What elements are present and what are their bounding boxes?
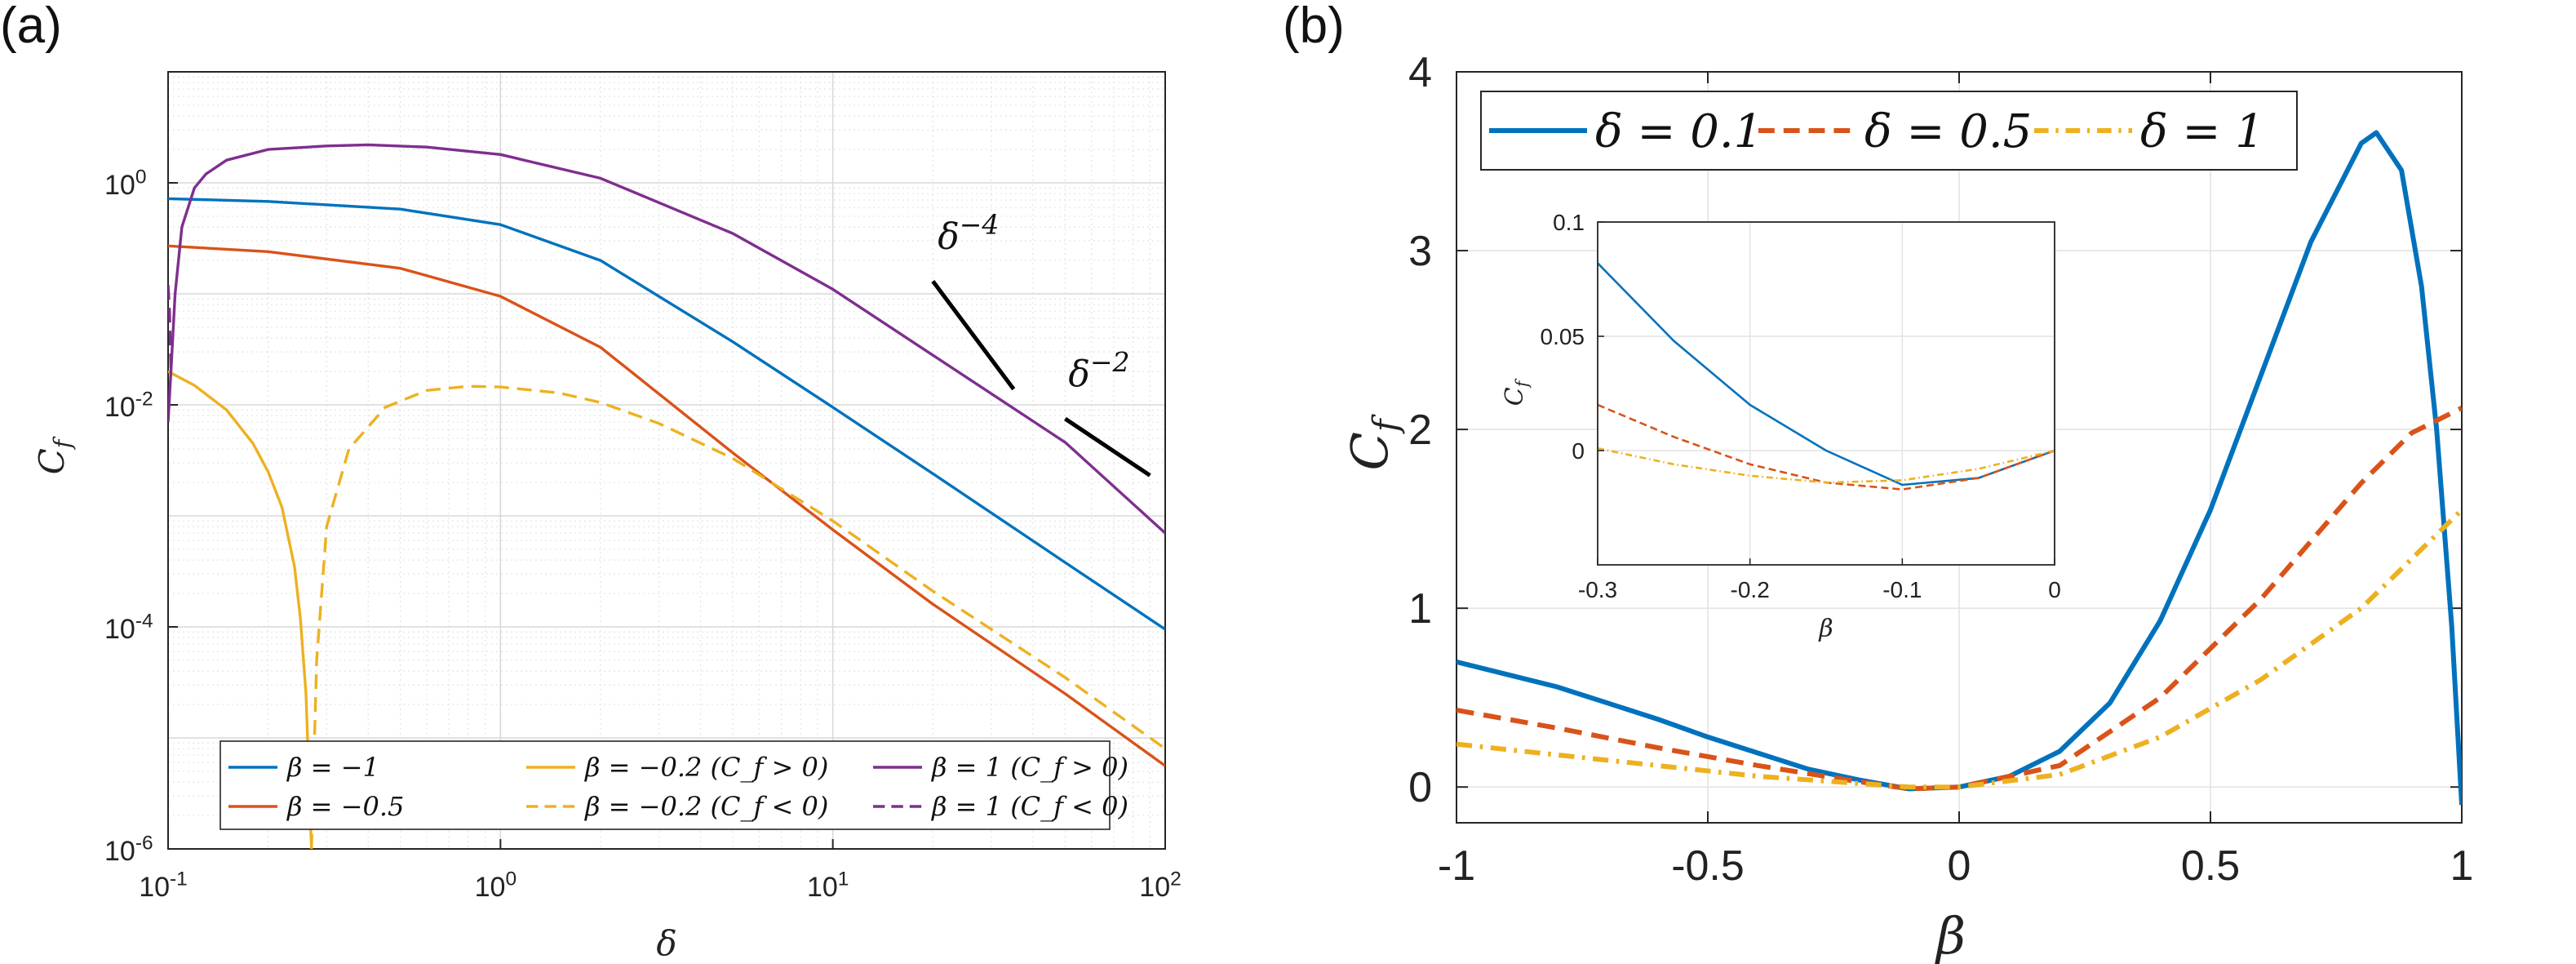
y-tick-label: 100 [104, 167, 146, 201]
series-line-0 [168, 197, 1165, 631]
y-tick-label: 3 [1408, 228, 1432, 275]
series-line-4 [168, 143, 1165, 535]
series-line-2 [168, 370, 313, 849]
legend-label-1: δ = 0.5 [1864, 105, 2032, 158]
y-axis-label: Cf [32, 436, 77, 474]
x-tick-label: 100 [475, 868, 517, 903]
chart-a-grid [167, 71, 1166, 850]
inset-y-tick-label: 0 [1572, 438, 1585, 464]
chart-a-series [168, 143, 1165, 849]
x-axis-label: δ [656, 923, 676, 963]
y-tick-label: 2 [1408, 406, 1432, 454]
x-tick-label: 10-1 [139, 868, 188, 903]
inset-x-tick-label: -0.2 [1731, 577, 1770, 602]
series-line-1 [168, 244, 1165, 767]
inset-series [1598, 262, 2055, 491]
legend-label-1: β = −0.5 [286, 791, 404, 822]
inset-x-tick-label: -0.3 [1578, 577, 1617, 602]
legend-label-4: β = 1 (C_f > 0) [931, 752, 1128, 783]
slope-label-0: δ−4 [938, 208, 999, 257]
chart-b-inset: -0.3 -0.2 -0.1 0 0 0.05 0.1 β Cf [1501, 210, 2061, 643]
inset-x-tick-label: -0.1 [1882, 577, 1922, 602]
series-line-3 [310, 384, 1165, 849]
chart-b-legend: δ = 0.1 δ = 0.5 δ = 1 [1480, 91, 2298, 171]
slope-line-1 [1063, 416, 1151, 478]
slope-label-1: δ−2 [1068, 346, 1129, 395]
panel-a-label: (a) [0, 0, 62, 54]
chart-b-ticks: -1 -0.5 0 0.5 1 0 1 2 3 4 [1408, 49, 2473, 890]
chart-a-ticks: 10-1 100 101 102 10-6 10-4 10-2 100 [104, 167, 1182, 903]
x-tick-label: 101 [807, 868, 849, 903]
inset-y-axis-label: Cf [1501, 378, 1532, 406]
y-tick-label: 1 [1408, 585, 1432, 633]
y-tick-label: 10-6 [104, 833, 153, 867]
y-tick-label: 10-2 [104, 389, 153, 423]
x-axis-label: β [1935, 906, 1966, 964]
legend-label-2: β = −0.2 (C_f > 0) [584, 752, 828, 783]
x-tick-label: 1 [2450, 842, 2474, 890]
y-tick-label: 4 [1408, 49, 1432, 96]
inset-y-tick-label: 0.05 [1541, 324, 1585, 349]
chart-a-legend: β = −1 β = −0.2 (C_f > 0) β = 1 (C_f > 0) β… [219, 740, 1128, 830]
chart-a-slope-annotations: δ−4 δ−2 [931, 208, 1151, 478]
y-tick-label: 0 [1408, 764, 1432, 811]
legend-label-5: β = 1 (C_f < 0) [931, 791, 1128, 822]
chart-b: -1 -0.5 0 0.5 1 0 1 2 3 4 -0.3 -0.2 -0.1 0 0 0.05 0.1 β C… [1340, 49, 2473, 964]
slope-line-0 [931, 280, 1016, 391]
x-tick-label: -1 [1438, 842, 1475, 890]
x-tick-label: -0.5 [1671, 842, 1745, 890]
inset-series-line-2 [1598, 446, 2055, 484]
series-line-5 [168, 285, 173, 372]
x-tick-label: 0.5 [2181, 842, 2240, 890]
legend-label-0: δ = 0.1 [1595, 105, 1762, 158]
inset-background [1598, 222, 2055, 565]
legend-label-3: β = −0.2 (C_f < 0) [584, 791, 828, 822]
chart-b-series [1456, 130, 2462, 806]
chart-a-axis-labels: δ Cf [32, 436, 677, 963]
legend-box [219, 740, 1111, 830]
y-tick-label: 10-4 [104, 611, 153, 645]
legend-box [1480, 91, 2298, 171]
chart-a-axes-box [167, 71, 1166, 850]
legend-label-2: δ = 1 [2140, 105, 2264, 158]
series-line-2 [1456, 508, 2462, 790]
inset-x-axis-label: β [1818, 615, 1833, 643]
inset-x-tick-label: 0 [2048, 577, 2061, 602]
x-tick-label: 0 [1948, 842, 1971, 890]
series-line-0 [1456, 130, 2462, 806]
inset-axes-box [1597, 221, 2055, 566]
y-axis-label: Cf [1340, 414, 1406, 470]
inset-y-tick-label: 0.1 [1553, 210, 1585, 235]
panel-b-label: (b) [1283, 0, 1345, 54]
legend-label-0: β = −1 [286, 752, 379, 783]
chart-a: 10-1 100 101 102 10-6 10-4 10-2 100 δ−4 δ−2 β = … [32, 71, 1182, 963]
x-tick-label: 102 [1139, 868, 1181, 903]
